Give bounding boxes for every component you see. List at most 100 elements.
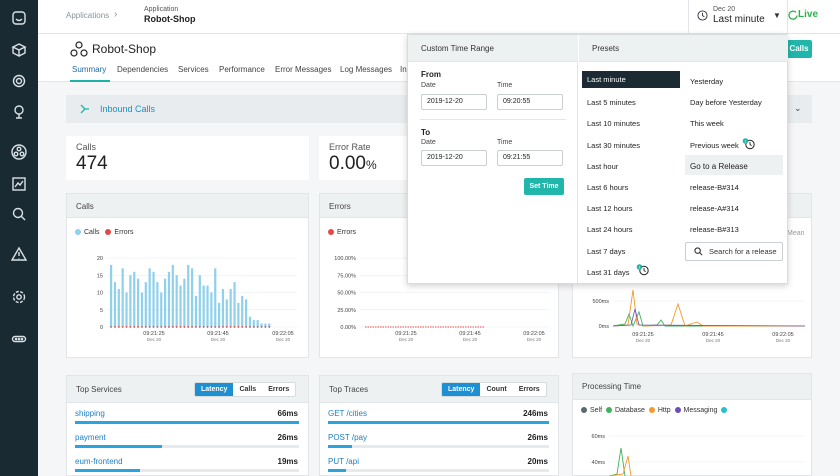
to-date-field[interactable]: 2019-12-20 [421, 150, 487, 166]
y-tick-label: 10 [97, 291, 103, 297]
errors-point [245, 326, 248, 328]
y-tick-label: 60ms [592, 434, 606, 440]
preset-right-4: Go to a Release [690, 161, 748, 171]
errors-point [206, 326, 209, 328]
preset-right-7[interactable]: release-B#313 [690, 225, 739, 235]
preset-left-2[interactable]: Last 10 minutes [587, 119, 640, 129]
sidebar [0, 0, 38, 476]
error-rate-label: Error Rate [329, 142, 371, 152]
calls-bar [221, 289, 225, 327]
breadcrumb-applications[interactable]: Applications [66, 11, 110, 20]
errors-point [141, 326, 143, 328]
segment-count[interactable]: Count [486, 386, 507, 393]
top-traces-card: Top Traces Latency Count Errors GET /cit… [319, 375, 559, 476]
tab-error-messages[interactable]: Error Messages [275, 65, 332, 74]
errors-point [191, 326, 193, 328]
calls-bar [229, 289, 232, 327]
messaging-line [612, 308, 806, 327]
preset-right-5[interactable]: release-B#314 [690, 183, 739, 192]
trace-row-link[interactable]: GET /cities [328, 409, 367, 418]
preset-left-7[interactable]: Last 24 hours [587, 225, 633, 235]
robot-icon[interactable] [11, 104, 27, 120]
search-analyze-icon[interactable] [11, 206, 27, 222]
calls-bar [129, 275, 132, 327]
trace-row-value: 26ms [527, 433, 548, 442]
cube-icon[interactable] [11, 42, 27, 58]
segment-calls[interactable]: Calls [239, 386, 257, 393]
clock-icon [697, 10, 708, 21]
preset-right-3[interactable]: Previous week [690, 140, 739, 150]
y-tick-label: 75.00% [337, 273, 356, 279]
preset-right-1[interactable]: Day before Yesterday [690, 98, 762, 108]
from-date-label: Date [421, 82, 436, 89]
service-row-value: 26ms [277, 433, 298, 442]
calls-bar [175, 275, 178, 327]
calls-bar [191, 268, 194, 327]
calls-chart-legend: Calls Errors [75, 229, 133, 236]
segment-latency[interactable]: Latency [442, 383, 481, 396]
trace-row-bar-track [328, 469, 549, 472]
chevron-down-icon[interactable]: ⌄ [794, 103, 802, 113]
service-row-link[interactable]: eum-frontend [75, 457, 123, 466]
to-time-field[interactable]: 09:21:55 [497, 150, 563, 166]
set-time-button[interactable]: Set Time [524, 178, 564, 195]
calls-bar [171, 264, 174, 327]
calls-bar [144, 282, 147, 327]
settings-icon[interactable] [11, 289, 27, 305]
warning-icon[interactable] [10, 246, 28, 262]
segment-errors[interactable]: Errors [518, 386, 540, 393]
calls-bar [110, 264, 113, 327]
gear-cog-icon[interactable] [11, 73, 27, 89]
errors-point [264, 326, 267, 328]
more-icon[interactable] [11, 331, 27, 347]
legend-other [721, 407, 730, 414]
tab-log-messages[interactable]: Log Messages [340, 65, 393, 74]
tab-services[interactable]: Services [178, 65, 209, 74]
time-picker[interactable]: Dec 20 Last minute ▼ [688, 0, 788, 34]
preset-right-0[interactable]: Yesterday [690, 77, 724, 86]
service-row-link[interactable]: payment [75, 433, 106, 442]
calls-bar [160, 292, 163, 327]
preset-left-3[interactable]: Last 30 minutes [587, 140, 640, 150]
tab-more[interactable]: In [400, 65, 407, 74]
dashboard-chart-icon[interactable] [11, 176, 27, 192]
instana-logo-icon[interactable] [11, 10, 27, 26]
segment-latency[interactable]: Latency [195, 383, 234, 396]
service-row-link[interactable]: shipping [75, 409, 105, 418]
preset-left-1[interactable]: Last 5 minutes [587, 98, 636, 108]
time-picker-date: Dec 20 [713, 6, 736, 13]
preset-left-0[interactable]: Last minute [582, 71, 680, 88]
errors-point [156, 326, 159, 328]
trace-row-link[interactable]: PUT /api [328, 457, 359, 466]
live-toggle[interactable]: Live [798, 9, 819, 20]
preset-left-5[interactable]: Last 6 hours [587, 183, 629, 192]
errors-point [137, 326, 139, 328]
x-tick-label: 09:22:05 [523, 331, 544, 337]
trace-row-link[interactable]: POST /pay [328, 433, 367, 442]
processing-time-title: Processing Time [582, 382, 642, 391]
application-icon [70, 41, 88, 57]
trace-row-value: 246ms [523, 409, 548, 418]
segment-errors[interactable]: Errors [268, 386, 290, 393]
search-release-button[interactable]: Search for a release [685, 242, 783, 261]
preset-left-4[interactable]: Last hour [587, 161, 619, 171]
calls-button[interactable]: Calls [786, 40, 812, 58]
preset-left-6[interactable]: Last 12 hours [587, 204, 633, 214]
top-traces-title: Top Traces [329, 385, 369, 394]
tab-performance[interactable]: Performance [219, 65, 265, 74]
from-date-field[interactable]: 2019-12-20 [421, 94, 487, 110]
applications-icon[interactable] [11, 144, 27, 160]
x-tick-label: 09:21:25 [395, 331, 416, 337]
calls-metric-label: Calls [76, 142, 97, 152]
tab-dependencies[interactable]: Dependencies [117, 65, 169, 74]
preset-right-6[interactable]: release-A#314 [690, 204, 739, 214]
preset-left-9[interactable]: Last 31 days [587, 267, 630, 277]
x-tick-date: Dec 20 [147, 337, 162, 342]
tab-summary[interactable]: Summary [72, 65, 107, 74]
preset-right-2[interactable]: This week [690, 119, 724, 129]
calls-bar [140, 292, 144, 327]
from-time-field[interactable]: 09:20:55 [497, 94, 563, 110]
legend-http: Http [648, 407, 671, 414]
preset-left-8[interactable]: Last 7 days [587, 246, 626, 256]
divider [420, 119, 566, 120]
